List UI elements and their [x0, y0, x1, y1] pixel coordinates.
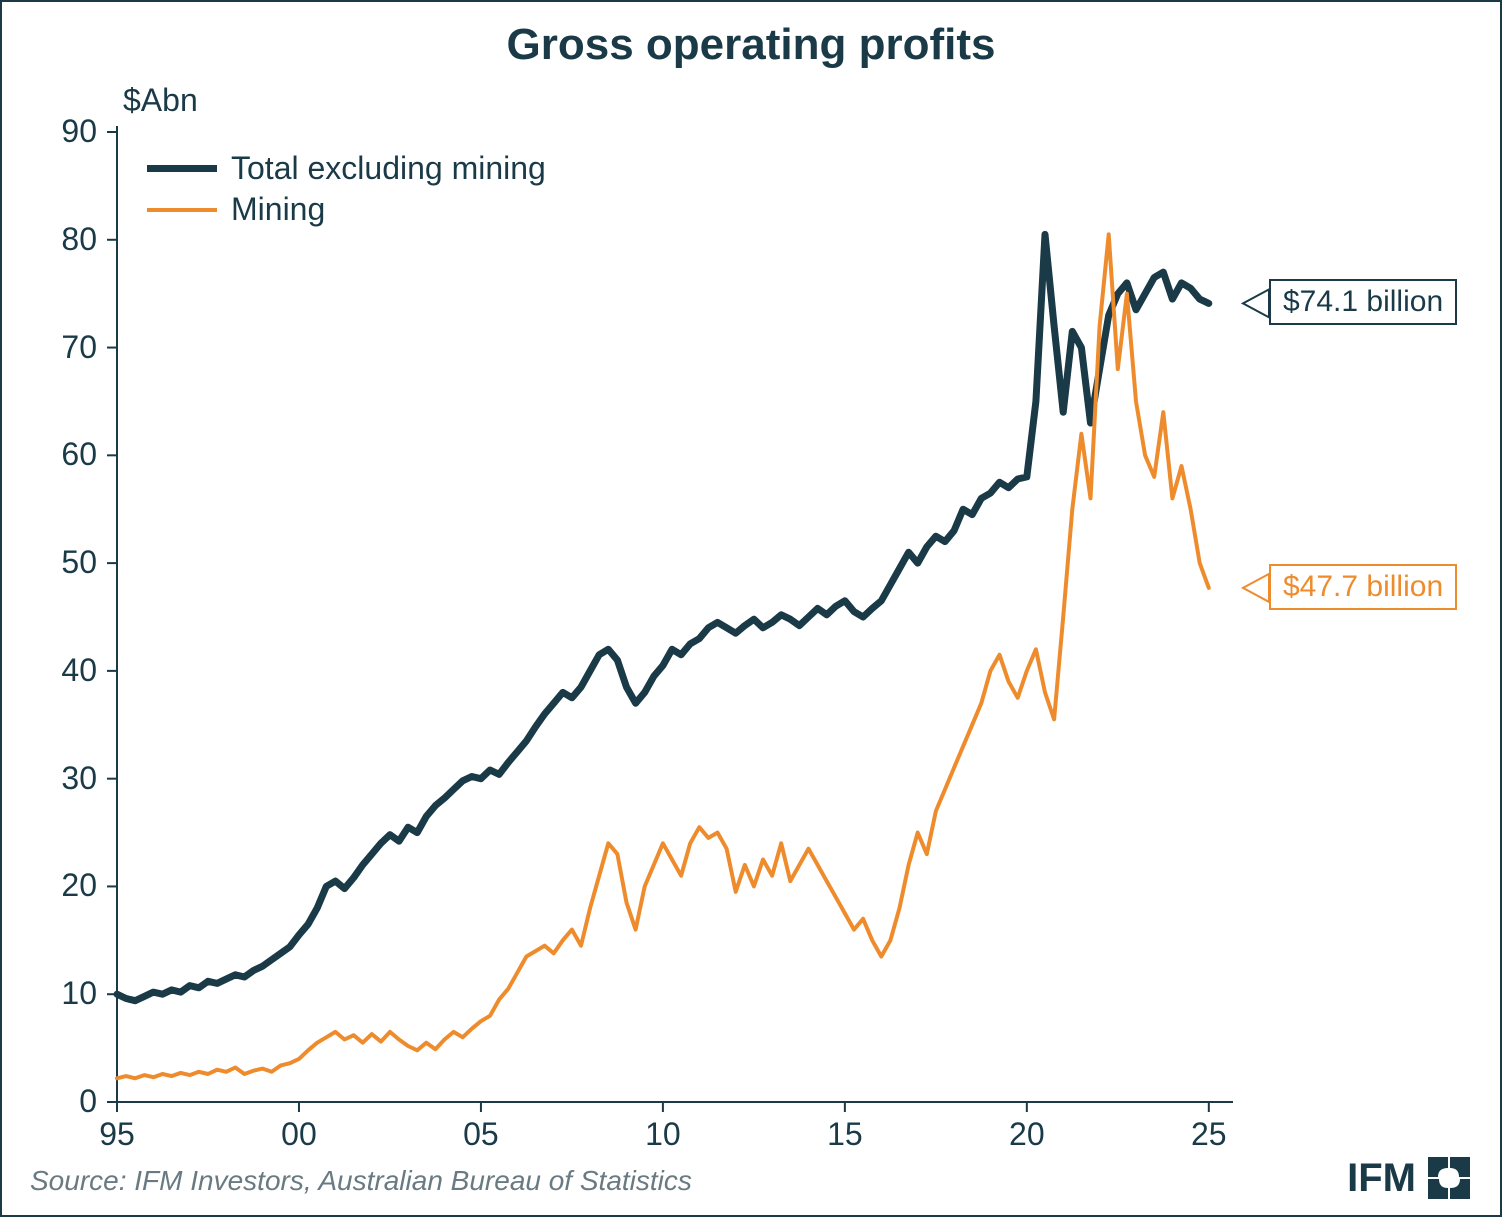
callout-arrow-icon: [1243, 574, 1269, 602]
callout-arrows: [1243, 289, 1269, 602]
source-text: Source: IFM Investors, Australian Bureau…: [30, 1165, 692, 1197]
callout-arrow-icon: [1243, 289, 1269, 317]
y-tick-label: 50: [61, 544, 97, 581]
logo: IFM: [1347, 1155, 1472, 1201]
y-tick-label: 10: [61, 975, 97, 1012]
y-tick-label: 60: [61, 436, 97, 473]
series-line: [117, 234, 1209, 1000]
legend-label: Total excluding mining: [231, 150, 546, 187]
legend-item: Mining: [147, 191, 546, 228]
callout: $47.7 billion: [1269, 564, 1457, 610]
y-tick-label: 20: [61, 867, 97, 904]
legend: Total excluding mining Mining: [147, 150, 546, 232]
legend-item: Total excluding mining: [147, 150, 546, 187]
x-tick-label: 20: [997, 1116, 1057, 1153]
x-tick-label: 05: [451, 1116, 511, 1153]
x-tick-label: 95: [87, 1116, 147, 1153]
y-tick-label: 80: [61, 221, 97, 258]
legend-swatch: [147, 208, 217, 212]
legend-swatch: [147, 165, 217, 172]
x-tick-label: 15: [815, 1116, 875, 1153]
y-tick-label: 90: [61, 113, 97, 150]
y-tick-label: 70: [61, 329, 97, 366]
series-group: [117, 234, 1209, 1078]
callout: $74.1 billion: [1269, 279, 1457, 325]
y-tick-label: 0: [79, 1083, 97, 1120]
callout-box: $47.7 billion: [1269, 564, 1457, 610]
legend-label: Mining: [231, 191, 325, 228]
logo-text: IFM: [1347, 1156, 1416, 1201]
x-tick-label: 00: [269, 1116, 329, 1153]
y-tick-label: 40: [61, 652, 97, 689]
logo-icon: [1426, 1155, 1472, 1201]
x-tick-label: 25: [1179, 1116, 1239, 1153]
chart-container: Gross operating profits $Abn 01020304050…: [0, 0, 1502, 1217]
x-tick-label: 10: [633, 1116, 693, 1153]
callout-box: $74.1 billion: [1269, 279, 1457, 325]
y-tick-label: 30: [61, 760, 97, 797]
